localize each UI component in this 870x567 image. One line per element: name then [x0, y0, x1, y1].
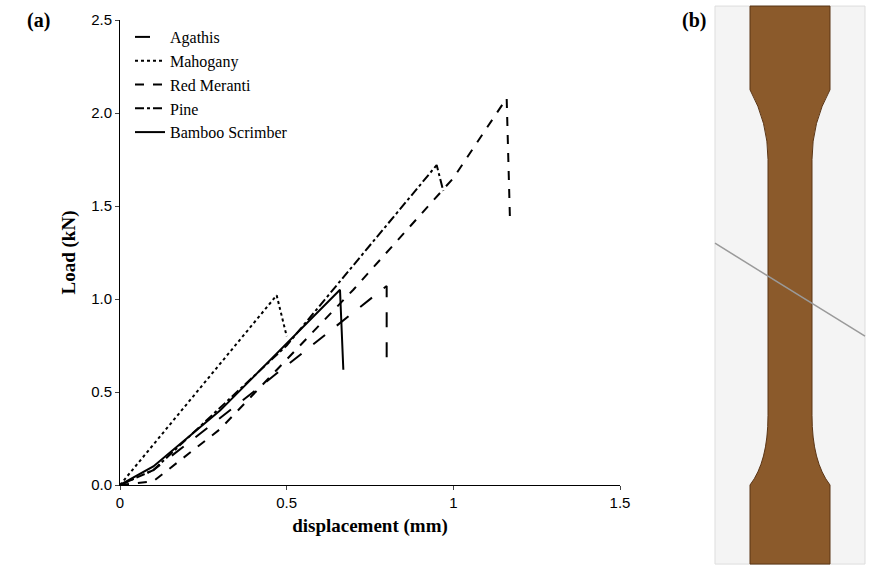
svg-text:0.5: 0.5 [91, 383, 112, 400]
svg-text:2.5: 2.5 [91, 11, 112, 28]
svg-text:(a): (a) [27, 9, 50, 32]
svg-text:displacement (mm): displacement (mm) [292, 515, 448, 537]
svg-text:Mahogany: Mahogany [170, 53, 238, 71]
svg-text:0: 0 [116, 494, 124, 511]
svg-text:Pine: Pine [170, 101, 198, 118]
svg-text:0.5: 0.5 [276, 494, 297, 511]
svg-text:1.0: 1.0 [91, 290, 112, 307]
svg-text:Agathis: Agathis [170, 29, 220, 47]
svg-text:1.5: 1.5 [610, 494, 631, 511]
svg-text:Load (kN): Load (kN) [58, 211, 80, 295]
svg-text:Red Meranti: Red Meranti [170, 77, 251, 94]
svg-text:(b): (b) [682, 9, 706, 32]
svg-text:1.5: 1.5 [91, 197, 112, 214]
svg-text:0.0: 0.0 [91, 476, 112, 493]
svg-text:Bamboo Scrimber: Bamboo Scrimber [170, 124, 288, 141]
svg-text:1: 1 [449, 494, 457, 511]
svg-text:2.0: 2.0 [91, 104, 112, 121]
